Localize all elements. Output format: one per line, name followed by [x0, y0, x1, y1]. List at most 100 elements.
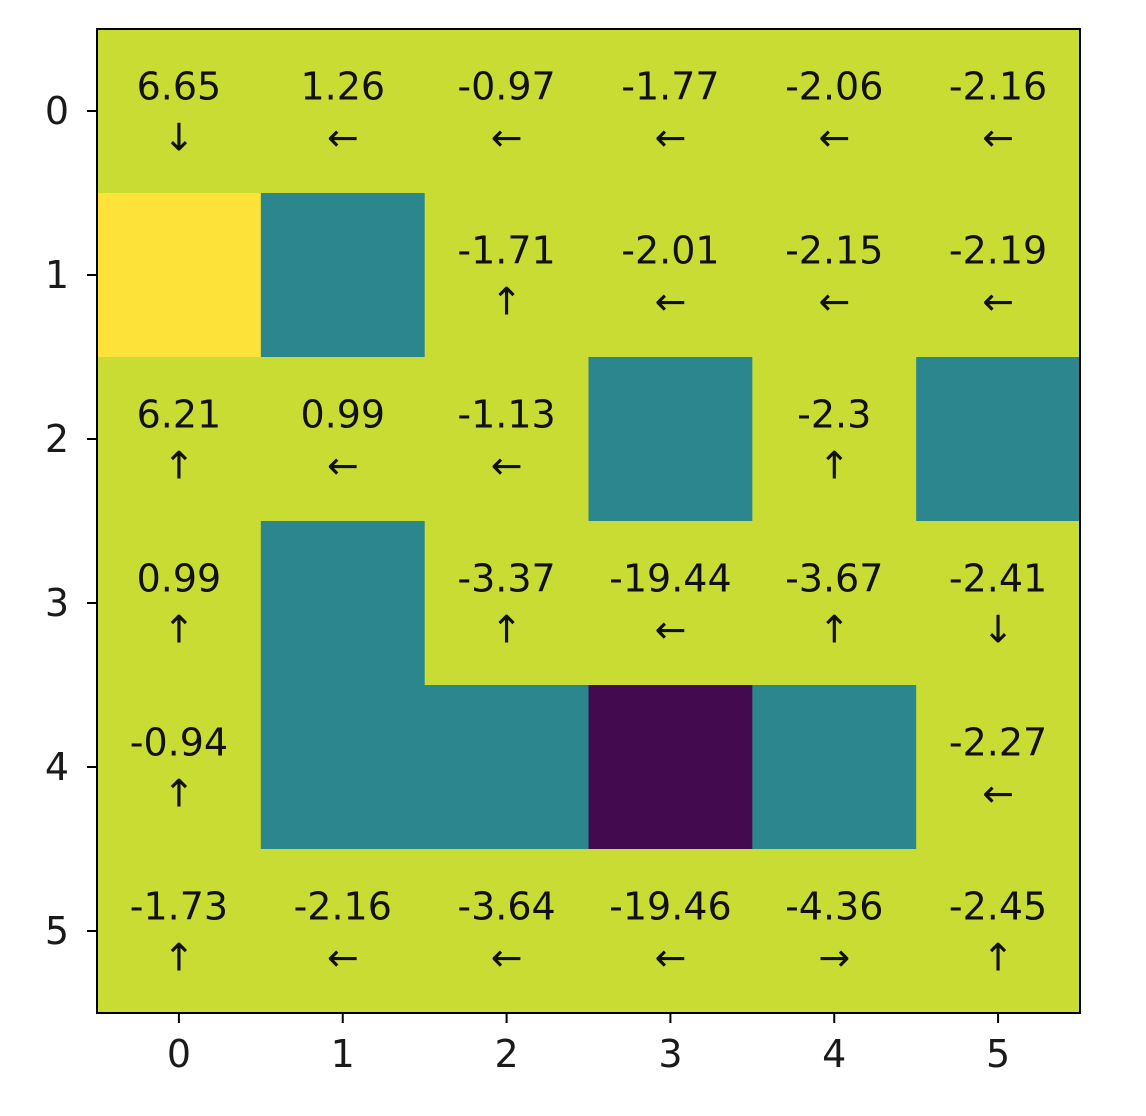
cell-value-label: -2.41 — [949, 557, 1047, 601]
policy-arrow-icon: ↑ — [163, 771, 195, 815]
heatmap-cell-goal — [97, 193, 262, 358]
cell-value-label: -2.27 — [949, 721, 1047, 765]
heatmap-cell-wall — [752, 685, 917, 850]
policy-arrow-icon: ↑ — [163, 935, 195, 979]
heatmap-cell-open — [97, 29, 262, 194]
cell-value-label: -2.15 — [785, 229, 883, 273]
heatmap-cells — [97, 29, 1081, 1014]
policy-arrow-icon: ← — [654, 607, 686, 651]
cell-value-label: -4.36 — [785, 885, 883, 929]
heatmap-cell-open — [424, 29, 590, 194]
heatmap-cell-wall — [424, 685, 590, 850]
policy-arrow-icon: ↓ — [982, 607, 1014, 651]
cell-value-label: -3.64 — [457, 885, 555, 929]
policy-arrow-icon: ← — [982, 771, 1014, 815]
x-tick-label: 0 — [167, 1032, 191, 1076]
policy-arrow-icon: ↑ — [818, 607, 850, 651]
policy-arrow-icon: ← — [327, 443, 359, 487]
cell-value-label: -2.16 — [294, 885, 392, 929]
x-tick-label: 4 — [822, 1032, 846, 1076]
policy-arrow-icon: ← — [818, 115, 850, 159]
heatmap-cell-open — [588, 193, 753, 358]
heatmap-cell-open — [916, 193, 1081, 358]
heatmap-cell-open — [916, 521, 1081, 686]
heatmap-cell-open — [752, 521, 917, 686]
y-tick-label: 1 — [45, 253, 69, 297]
policy-arrow-icon: ← — [327, 935, 359, 979]
heatmap-cell-wall — [260, 685, 426, 850]
cell-value-label: -2.3 — [797, 393, 871, 437]
cell-value-label: -19.44 — [609, 557, 732, 601]
policy-arrow-icon: ↑ — [491, 279, 523, 323]
heatmap-cell-wall — [260, 193, 426, 358]
cell-value-label: -0.97 — [457, 65, 555, 109]
y-tick-label: 0 — [45, 89, 69, 133]
heatmap-cell-open — [424, 357, 590, 522]
x-tick-label: 5 — [986, 1032, 1010, 1076]
cell-annotations: 6.65 ↓ 1.26 ← -0.97 ← -1.77 ← -2.06 ← -2.16 ← -1.71 ↑… — [130, 65, 1047, 980]
policy-arrow-icon: ← — [491, 443, 523, 487]
x-tick-label: 1 — [331, 1032, 355, 1076]
cell-value-label: -2.01 — [621, 229, 719, 273]
heatmap-cell-open — [424, 849, 590, 1014]
heatmap-cell-open — [260, 357, 426, 522]
cell-value-label: -3.67 — [785, 557, 883, 601]
cell-value-label: 6.21 — [137, 393, 222, 437]
x-axis: 0 1 2 3 4 5 — [167, 1013, 1010, 1076]
policy-arrow-icon: ← — [491, 115, 523, 159]
policy-arrow-icon: ← — [654, 935, 686, 979]
heatmap-cell-open — [588, 29, 753, 194]
heatmap-cell-open — [424, 193, 590, 358]
heatmap-cell-open — [97, 685, 262, 850]
cell-value-label: -2.06 — [785, 65, 883, 109]
cell-value-label: -1.13 — [457, 393, 555, 437]
heatmap-cell-open — [752, 29, 917, 194]
policy-arrow-icon: → — [818, 935, 850, 979]
policy-arrow-icon: ↑ — [818, 443, 850, 487]
cell-value-label: 6.65 — [137, 65, 222, 109]
heatmap-cell-open — [424, 521, 590, 686]
y-tick-label: 3 — [45, 581, 69, 625]
heatmap-cell-open — [752, 849, 917, 1014]
cell-value-label: -1.73 — [130, 885, 228, 929]
cell-value-label: 1.26 — [300, 65, 385, 109]
heatmap-cell-open — [97, 849, 262, 1014]
x-tick-label: 3 — [658, 1032, 682, 1076]
heatmap-cell-open — [752, 193, 917, 358]
heatmap-cell-open — [588, 849, 753, 1014]
cell-value-label: 0.99 — [300, 393, 385, 437]
heatmap-cell-wall — [260, 521, 426, 686]
policy-arrow-icon: ← — [654, 115, 686, 159]
cell-value-label: -2.19 — [949, 229, 1047, 273]
cell-value-label: -1.77 — [621, 65, 719, 109]
y-tick-label: 4 — [45, 745, 69, 789]
cell-value-label: 0.99 — [137, 557, 222, 601]
cell-value-label: -2.16 — [949, 65, 1047, 109]
policy-arrow-icon: ↑ — [491, 607, 523, 651]
plot-frame — [96, 28, 1081, 1014]
heatmap-cell-wall — [916, 357, 1081, 522]
heatmap-cell-open — [752, 357, 917, 522]
cell-value-label: -2.45 — [949, 885, 1047, 929]
x-tick-label: 2 — [494, 1032, 518, 1076]
policy-arrow-icon: ← — [818, 279, 850, 323]
cell-value-label: -19.46 — [609, 885, 732, 929]
heatmap-cell-open — [916, 29, 1081, 194]
cell-value-label: -3.37 — [457, 557, 555, 601]
cell-value-label: -0.94 — [130, 721, 228, 765]
policy-arrow-icon: ↑ — [163, 607, 195, 651]
cell-value-label: -1.71 — [457, 229, 555, 273]
heatmap-cell-open — [916, 685, 1081, 850]
y-tick-label: 5 — [45, 909, 69, 953]
heatmap-cell-open — [97, 357, 262, 522]
heatmap-cell-open — [260, 849, 426, 1014]
policy-arrow-icon: ← — [491, 935, 523, 979]
heatmap-cell-open — [260, 29, 426, 194]
heatmap-cell-open — [97, 521, 262, 686]
policy-arrow-icon: ← — [982, 279, 1014, 323]
policy-arrow-icon: ← — [327, 115, 359, 159]
policy-arrow-icon: ↓ — [163, 115, 195, 159]
heatmap-cell-wall — [588, 357, 753, 522]
y-tick-label: 2 — [45, 417, 69, 461]
